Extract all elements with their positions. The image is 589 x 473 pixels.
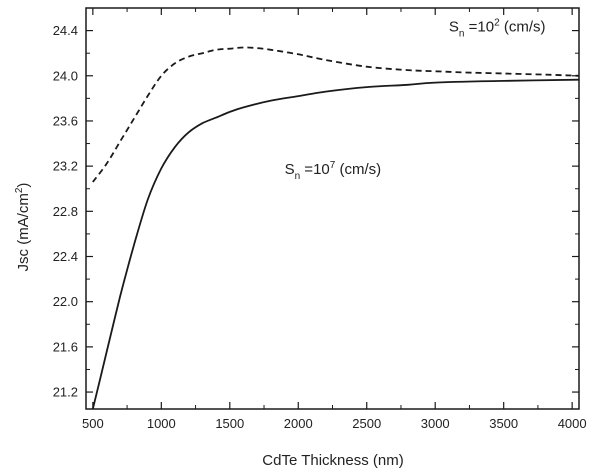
y-tick-label: 22.0	[53, 294, 78, 309]
y-tick-label: 24.4	[53, 23, 78, 38]
x-tick-label: 2000	[284, 416, 313, 431]
series-line-sn-1e2	[92, 46, 579, 183]
x-tick-label: 3000	[421, 416, 450, 431]
y-tick-label: 23.6	[53, 113, 78, 128]
y-axis-title-superscript: 2	[14, 187, 25, 193]
y-axis-title-tail: )	[15, 183, 32, 188]
series-annotation: Sn =102 (cm/s)	[449, 18, 546, 40]
ticks-layer: 500 1000 1500 2000 2500 3000 3500 4000 21.2 21.6 2…	[53, 7, 587, 431]
y-tick-label: 22.8	[53, 204, 78, 219]
y-tick-label: 21.2	[53, 385, 78, 400]
x-tick-label: 2500	[352, 416, 381, 431]
plot-area	[85, 7, 580, 410]
y-axis-title-base: Jsc (mA/cm	[15, 193, 32, 271]
x-tick-label: 1000	[147, 416, 176, 431]
series-line-sn-1e7	[91, 78, 579, 409]
y-tick-label: 21.6	[53, 339, 78, 354]
annotation-layer: Sn =102 (cm/s) Sn =107 (cm/s)	[285, 18, 546, 182]
series-annotation: Sn =107 (cm/s)	[285, 160, 382, 182]
y-axis-title: Jsc (mA/cm2)	[14, 183, 32, 272]
y-tick-label: 24.0	[53, 68, 78, 83]
x-axis-title: CdTe Thickness (nm)	[262, 452, 403, 469]
y-tick-label: 22.4	[53, 249, 78, 264]
series-layer	[91, 46, 579, 409]
plot-frame	[85, 7, 580, 410]
x-tick-label: 3500	[489, 416, 518, 431]
y-tick-label: 23.2	[53, 159, 78, 174]
x-tick-label: 1500	[215, 416, 244, 431]
x-tick-label: 500	[82, 416, 104, 431]
x-tick-label: 4000	[558, 416, 587, 431]
